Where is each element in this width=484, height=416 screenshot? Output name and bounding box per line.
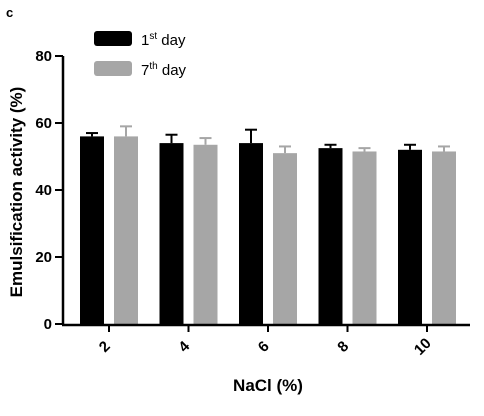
bar-7th-2 bbox=[114, 136, 138, 324]
x-tick-label-2: 2 bbox=[96, 338, 114, 356]
bar-7th-4 bbox=[193, 144, 218, 324]
y-tick-label: 0 bbox=[44, 316, 52, 333]
legend-swatch-1st-day bbox=[94, 31, 132, 46]
legend: 1st day 7th day bbox=[94, 31, 187, 79]
legend-label-1st-day: 1st day bbox=[141, 31, 186, 49]
x-axis-ticks: 2 4 6 8 10 bbox=[96, 325, 435, 359]
legend-swatch-7th-day bbox=[94, 61, 132, 76]
bar-7th-8 bbox=[352, 151, 377, 324]
bar-1st-6 bbox=[239, 143, 263, 324]
y-axis-title: Emulsification activity (%) bbox=[7, 87, 26, 298]
y-tick-label: 60 bbox=[35, 115, 52, 132]
bar-1st-10 bbox=[398, 149, 422, 324]
bar-1st-8 bbox=[318, 148, 343, 324]
bar-7th-6 bbox=[273, 153, 297, 324]
y-tick-label: 40 bbox=[35, 182, 52, 199]
x-tick-label-10: 10 bbox=[411, 335, 435, 359]
legend-item-1st-day: 1st day bbox=[94, 31, 186, 49]
x-tick-label-8: 8 bbox=[334, 338, 352, 356]
legend-item-7th-day: 7th day bbox=[94, 61, 187, 79]
y-tick-label: 20 bbox=[35, 249, 52, 266]
x-axis-title: NaCl (%) bbox=[233, 376, 303, 395]
legend-label-7th-day: 7th day bbox=[141, 61, 187, 79]
y-tick-label: 80 bbox=[35, 48, 52, 65]
y-axis-ticks: 0 20 40 60 80 bbox=[35, 48, 63, 333]
x-tick-label-6: 6 bbox=[255, 338, 273, 356]
x-tick-label-4: 4 bbox=[175, 337, 193, 355]
bar-7th-10 bbox=[432, 151, 456, 324]
bar-1st-2 bbox=[80, 136, 104, 324]
bar-1st-4 bbox=[159, 143, 184, 324]
bars bbox=[80, 125, 456, 324]
panel-label: c bbox=[6, 5, 13, 20]
